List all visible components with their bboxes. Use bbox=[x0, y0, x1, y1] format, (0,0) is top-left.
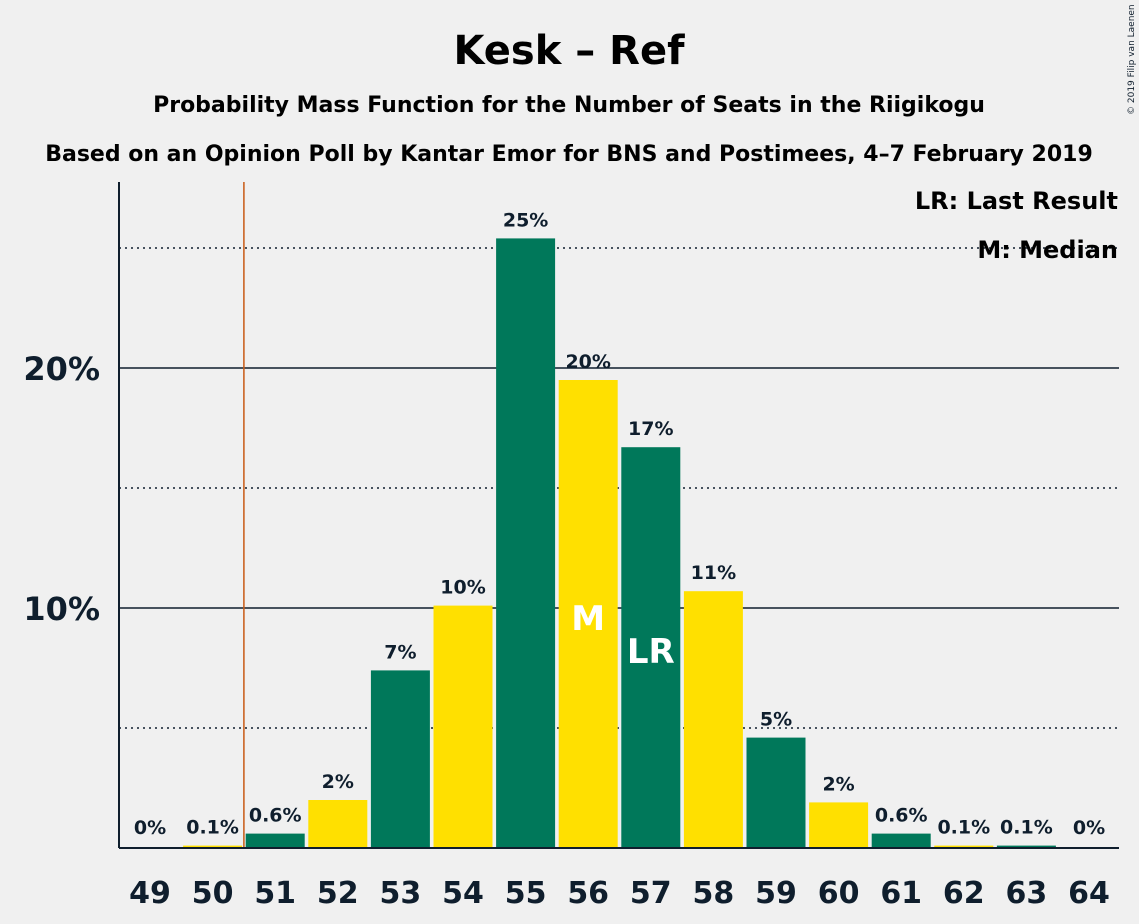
x-tick-51: 51 bbox=[254, 876, 296, 911]
y-tick-20: 20% bbox=[23, 350, 100, 388]
copyright-notice: © 2019 Filip van Laenen bbox=[1127, 4, 1137, 115]
chart-subtitle-poll: Based on an Opinion Poll by Kantar Emor … bbox=[45, 142, 1093, 167]
bar-seats-56 bbox=[558, 380, 618, 848]
bar-seats-59 bbox=[746, 737, 806, 848]
data-label-seats-64: 0% bbox=[1073, 817, 1105, 839]
gridlines bbox=[119, 247, 1119, 729]
data-label-seats-49: 0% bbox=[134, 817, 166, 839]
x-tick-62: 62 bbox=[943, 876, 985, 911]
bar-seats-60 bbox=[809, 802, 869, 848]
x-tick-57: 57 bbox=[630, 876, 672, 911]
y-tick-10: 10% bbox=[23, 590, 100, 628]
y-axis-ticks: 10% 20% bbox=[23, 350, 100, 628]
data-label-seats-56: 20% bbox=[565, 351, 610, 373]
data-label-seats-59: 5% bbox=[760, 709, 792, 731]
last-result-marker: LR bbox=[627, 632, 675, 672]
bar-seats-53 bbox=[370, 670, 430, 848]
x-tick-58: 58 bbox=[693, 876, 735, 911]
bar-seats-51 bbox=[245, 833, 305, 848]
x-tick-54: 54 bbox=[442, 876, 484, 911]
data-label-seats-52: 2% bbox=[322, 771, 354, 793]
bar-seats-55 bbox=[496, 238, 556, 848]
x-tick-59: 59 bbox=[755, 876, 797, 911]
x-tick-61: 61 bbox=[880, 876, 922, 911]
data-label-seats-61: 0.6% bbox=[875, 805, 928, 827]
data-labels: 0% 0.1% 0.6% 2% 7% 10% 25% 20% 17% 11% 5% 2% 0.6% 0.1… bbox=[134, 209, 1105, 839]
x-tick-55: 55 bbox=[505, 876, 547, 911]
median-marker: M bbox=[571, 599, 605, 639]
data-label-seats-50: 0.1% bbox=[186, 817, 239, 839]
bar-seats-57 bbox=[621, 447, 681, 848]
chart-subtitle: Probability Mass Function for the Number… bbox=[153, 93, 985, 118]
x-tick-53: 53 bbox=[380, 876, 422, 911]
data-label-seats-55: 25% bbox=[503, 209, 548, 231]
data-label-seats-54: 10% bbox=[440, 577, 485, 599]
x-tick-49: 49 bbox=[129, 876, 171, 911]
x-tick-60: 60 bbox=[818, 876, 860, 911]
bar-seats-62 bbox=[934, 845, 994, 848]
bar-seats-58 bbox=[683, 591, 743, 848]
bar-seats-52 bbox=[308, 800, 368, 848]
bar-seats-63 bbox=[996, 845, 1056, 848]
x-tick-56: 56 bbox=[567, 876, 609, 911]
legend-last-result: LR: Last Result bbox=[915, 187, 1118, 215]
data-label-seats-53: 7% bbox=[384, 641, 416, 663]
chart-title: Kesk – Ref bbox=[453, 28, 685, 74]
data-label-seats-58: 11% bbox=[691, 562, 736, 584]
bar-seats-61 bbox=[871, 833, 931, 848]
bar-seats-54 bbox=[433, 605, 493, 848]
bars bbox=[183, 182, 1056, 848]
x-axis-ticks: 49 50 51 52 53 54 55 56 57 58 59 60 61 62 63 64 bbox=[129, 876, 1110, 911]
x-tick-50: 50 bbox=[192, 876, 234, 911]
legend-median: M: Median bbox=[977, 236, 1118, 264]
data-label-seats-63: 0.1% bbox=[1000, 817, 1053, 839]
x-tick-63: 63 bbox=[1006, 876, 1048, 911]
data-label-seats-62: 0.1% bbox=[937, 817, 990, 839]
bar-marks: M LR bbox=[571, 599, 674, 672]
bar-seats-50 bbox=[183, 845, 243, 848]
data-label-seats-60: 2% bbox=[822, 773, 854, 795]
x-tick-64: 64 bbox=[1068, 876, 1110, 911]
data-label-seats-57: 17% bbox=[628, 418, 673, 440]
x-tick-52: 52 bbox=[317, 876, 359, 911]
data-label-seats-51: 0.6% bbox=[249, 805, 302, 827]
